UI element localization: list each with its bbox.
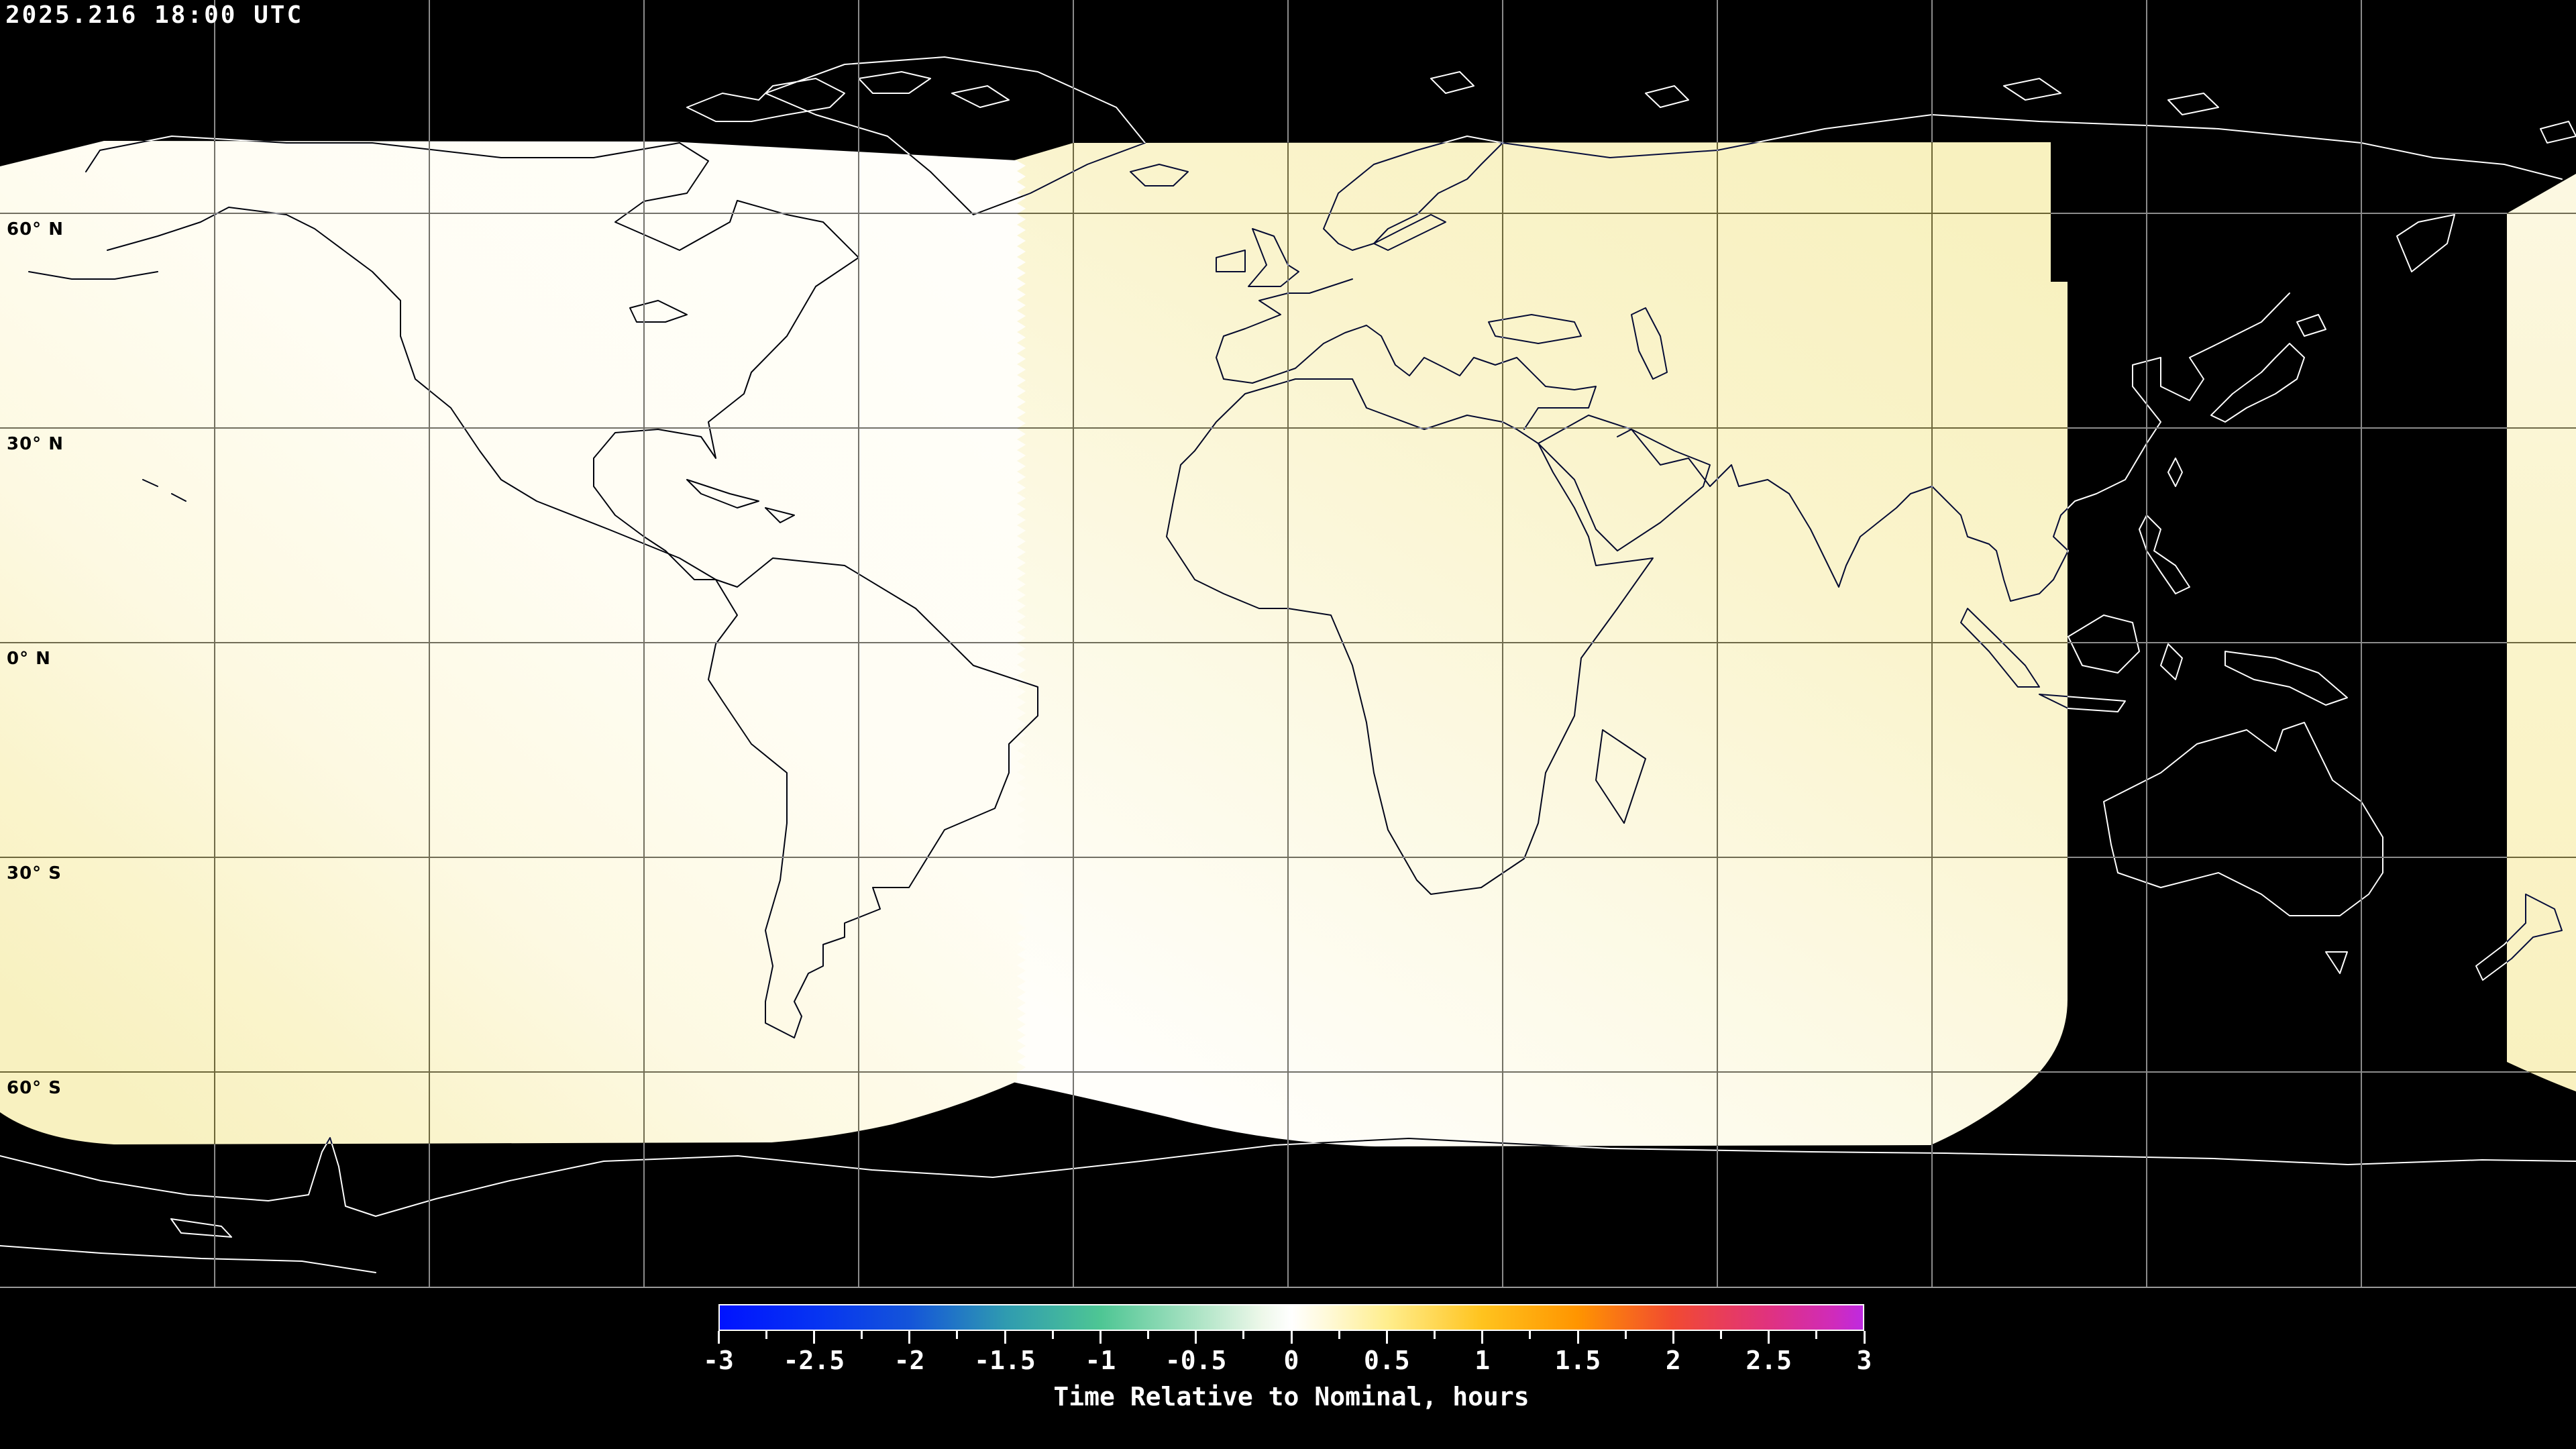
coastline-europe [1130,136,1668,430]
coastline-greenland-arctic [686,56,2576,215]
coverage-swath-east [1010,142,2068,1146]
colorbar-tick-label: -0.5 [1165,1346,1227,1375]
colorbar-major-tick [1481,1331,1484,1344]
coastline-asia [1502,114,2563,602]
colorbar-minor-tick [1242,1331,1245,1339]
colorbar-minor-tick [861,1331,863,1339]
coastline-africa [1166,378,1654,895]
colorbar-tick-label: 0.5 [1364,1346,1410,1375]
coastline-southeast-asia-oceania [1960,608,2563,981]
latitude-label: 0° N [7,649,51,669]
colorbar-major-tick [1768,1331,1770,1344]
colorbar-tick-label: -2 [894,1346,925,1375]
colorbar-tick-label: 2 [1665,1346,1681,1375]
colorbar-major-tick [1099,1331,1102,1344]
coverage-swath-west-wrap-strip [2507,174,2576,1091]
coastlines [0,56,2576,1273]
colorbar-major-tick [1863,1331,1866,1344]
colorbar-major-tick [1004,1331,1006,1344]
colorbar-tick-label: 3 [1856,1346,1872,1375]
coastline-south-america [708,557,1038,1038]
coastline-north-america [28,136,859,580]
latitude-label: 30° S [7,863,62,883]
latitude-label: 30° N [7,434,64,454]
colorbar-minor-tick [956,1331,959,1339]
colorbar-tick-label: -3 [703,1346,734,1375]
colorbar-tick-label: 0 [1283,1346,1299,1375]
colorbar-major-tick [1576,1331,1579,1344]
colorbar-minor-tick [1434,1331,1436,1339]
colorbar-tick-label: 1 [1474,1346,1491,1375]
colorbar-major-tick [908,1331,911,1344]
colorbar-major-tick [812,1331,815,1344]
colorbar-minor-tick [765,1331,767,1339]
world-map [0,0,2576,1288]
colorbar-minor-tick [1338,1331,1340,1339]
colorbar-minor-tick [1529,1331,1532,1339]
colorbar-major-tick [717,1331,720,1344]
latitude-label: 60° S [7,1078,62,1098]
timestamp-label: 2025.216 18:00 UTC [5,1,304,29]
colorbar-tick-label: -1 [1085,1346,1116,1375]
coastline-antarctica [0,1137,2576,1273]
colorbar-tick-label: 2.5 [1746,1346,1792,1375]
colorbar-minor-tick [1720,1331,1722,1339]
graticule-gridlines [0,0,2576,1288]
colorbar-major-tick [1290,1331,1293,1344]
colorbar-minor-tick [1815,1331,1818,1339]
colorbar-tick-label: -1.5 [974,1346,1036,1375]
colorbar-major-tick [1672,1331,1674,1344]
colorbar-tick-label: -2.5 [783,1346,845,1375]
colorbar-caption: Time Relative to Nominal, hours [1053,1382,1529,1411]
colorbar-tick-label: 1.5 [1554,1346,1601,1375]
colorbar-minor-tick [1624,1331,1627,1339]
colorbar [718,1304,1864,1331]
colorbar-minor-tick [1051,1331,1054,1339]
colorbar-major-tick [1195,1331,1197,1344]
latitude-label: 60° N [7,219,64,239]
colorbar-major-tick [1385,1331,1388,1344]
colorbar-minor-tick [1147,1331,1149,1339]
